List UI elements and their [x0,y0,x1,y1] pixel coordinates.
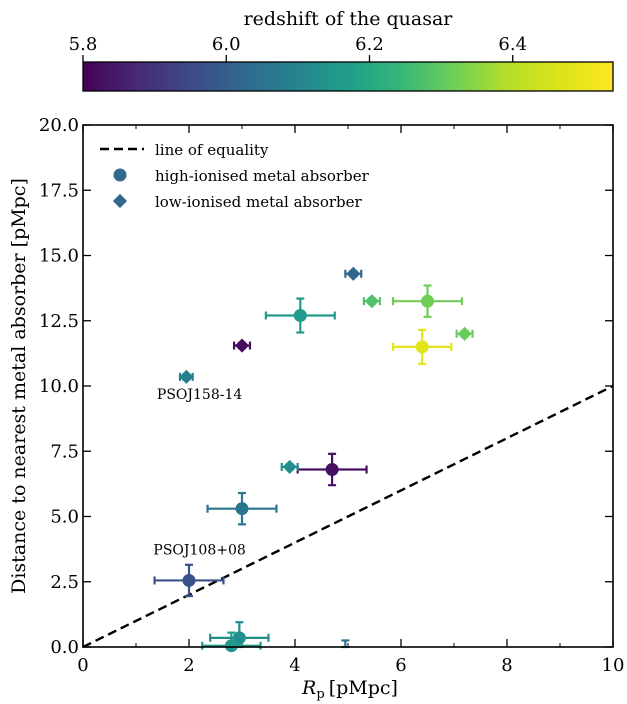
low-ionised-point [346,266,361,281]
high-ionised-point [224,639,238,653]
colorbar-tick-label: 6.2 [355,34,384,55]
colorbar-tick-label: 6.0 [212,34,241,55]
x-tick-label: 2 [183,655,194,676]
y-tick-label: 15.0 [39,246,79,267]
x-tick-label: 10 [602,655,625,676]
annotation-label: PSOJ158-14 [157,387,242,403]
legend-diamond-swatch [112,193,128,209]
y-tick-label: 12.5 [39,311,79,332]
low-ionised-point-group [455,326,474,341]
legend-low-label: low-ionised metal absorber [155,193,363,211]
low-ionised-point [364,294,379,309]
legend-high-label: high-ionised metal absorber [155,167,370,185]
colorbar-tick-label: 6.4 [498,34,527,55]
low-ionised-point-group [344,266,363,281]
low-ionised-point-group [178,369,194,384]
low-ionised-point-group [362,294,381,309]
high-ionised-point [232,631,246,645]
low-ionised-point [234,338,250,353]
low-ionised-point [457,326,472,341]
x-tick-label: 0 [77,655,88,676]
x-axis-label: Rp [pMpc] [301,677,398,702]
y-tick-label: 0.0 [50,637,79,658]
high-ionised-point [182,573,196,587]
high-ionised-point [421,294,434,308]
plot-frame [82,124,614,648]
y-tick-label: 20.0 [39,115,79,136]
high-ionised-point-group [296,452,368,487]
x-tick-label: 8 [501,655,512,676]
low-ionised-point-group [232,338,252,353]
colorbar-tick-label: 5.8 [69,34,98,55]
line-of-equality [82,384,614,649]
high-ionised-point-group [391,284,464,318]
legend-circle-swatch [113,168,127,182]
high-ionised-point-group [391,328,453,365]
high-ionised-point-group [264,297,336,334]
x-tick-label: 4 [289,655,300,676]
colorbar-ticks: 5.8 6.0 6.2 6.4 [69,34,527,62]
y-tick-label: 17.5 [39,180,79,201]
data-points [153,266,474,653]
annotation-label: PSOJ108+08 [153,542,245,558]
axes: 0 2 4 6 8 10 0.0 2.5 5.0 7.5 10.0 12.5 15.0 17.5 20.0 [39,115,625,676]
low-ionised-point [179,369,194,384]
legend-line-label: line of equality [155,141,269,159]
high-ionised-point-group [206,491,278,526]
high-ionised-point [415,340,429,354]
y-tick-label: 10.0 [39,376,79,397]
high-ionised-point [235,502,249,516]
annotations: PSOJ158-14 PSOJ108+08 [153,387,245,558]
high-ionised-point-group [153,563,225,598]
low-ionised-point [282,459,297,474]
colorbar [82,61,614,92]
y-tick-label: 7.5 [50,441,79,462]
high-ionised-point-group [209,621,270,649]
legend: line of equality high-ionised metal abso… [100,141,370,211]
low-ionised-point-group [280,459,299,474]
y-tick-label: 2.5 [50,572,79,593]
x-tick-label: 6 [395,655,406,676]
high-ionised-point [293,309,307,323]
colorbar-label: redshift of the quasar [244,8,454,30]
y-tick-label: 5.0 [50,507,79,528]
y-axis-label: Distance to nearest metal absorber [pMpc… [8,178,30,594]
high-ionised-point [325,463,339,477]
